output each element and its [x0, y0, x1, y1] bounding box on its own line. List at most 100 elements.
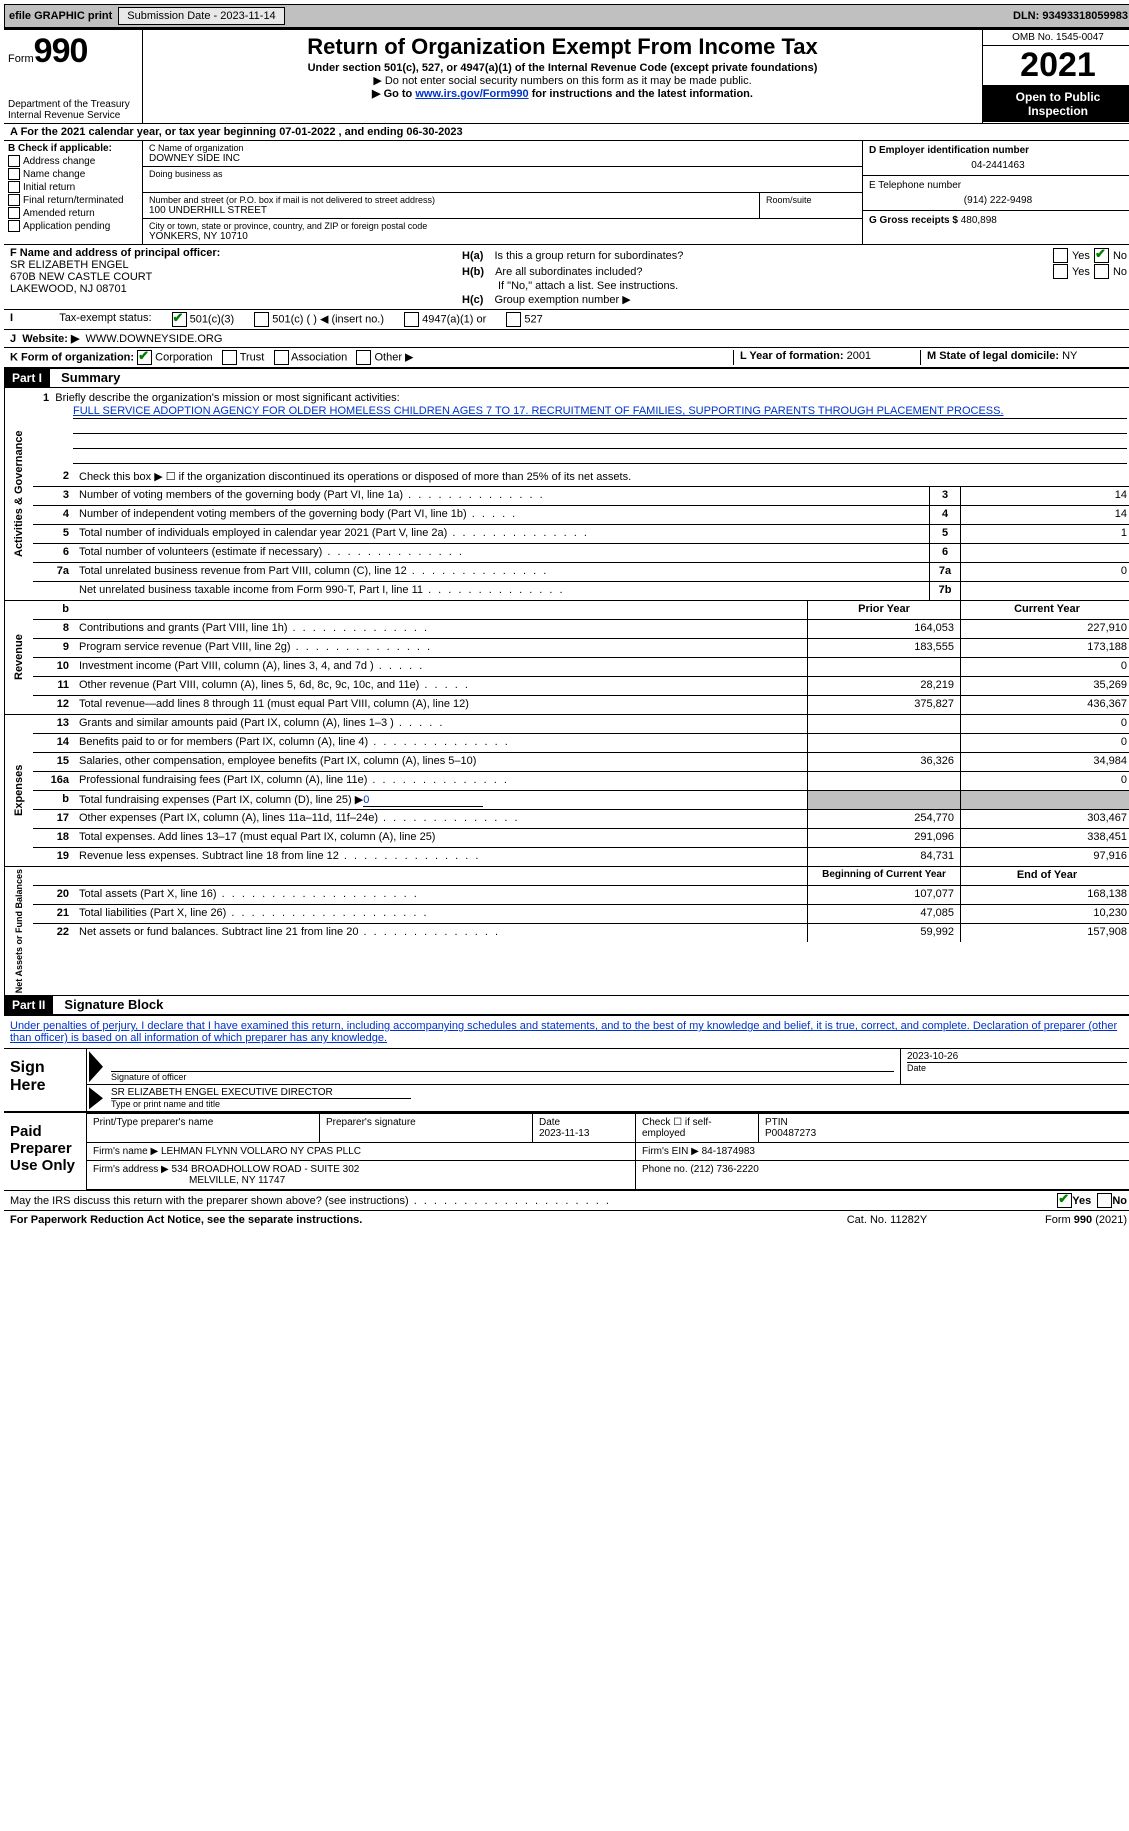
line-16b: Total fundraising expenses (Part IX, col… [75, 791, 807, 809]
c-name-value: DOWNEY SIDE INC [149, 153, 856, 164]
cb-amended-return[interactable] [8, 207, 20, 219]
p10 [807, 658, 960, 676]
sig-date-label: Date [907, 1062, 1127, 1073]
firm-addr1: 534 BROADHOLLOW ROAD - SUITE 302 [172, 1164, 360, 1175]
line-4: Number of independent voting members of … [75, 506, 929, 524]
line-16b-val[interactable]: 0 [363, 794, 483, 807]
e-phone-value: (914) 222-9498 [869, 191, 1127, 206]
c13: 0 [960, 715, 1129, 733]
c16a: 0 [960, 772, 1129, 790]
p19: 84,731 [807, 848, 960, 866]
cb-hb-no[interactable] [1094, 264, 1109, 279]
c12: 436,367 [960, 696, 1129, 714]
discuss-row: May the IRS discuss this return with the… [4, 1191, 1129, 1211]
cb-address-change[interactable] [8, 155, 20, 167]
prep-date: 2023-11-13 [539, 1128, 589, 1139]
e-phone-label: E Telephone number [869, 180, 1127, 191]
firm-addr2: MELVILLE, NY 11747 [93, 1175, 285, 1186]
line-15: Salaries, other compensation, employee b… [75, 753, 807, 771]
sign-here-label: Sign Here [4, 1049, 87, 1111]
mission-text: FULL SERVICE ADOPTION AGENCY FOR OLDER H… [73, 404, 1127, 419]
cb-ha-no[interactable] [1094, 248, 1109, 263]
submission-date-button[interactable]: Submission Date - 2023-11-14 [118, 7, 284, 25]
cb-initial-return[interactable] [8, 181, 20, 193]
footer-right: Form 990 (2021) [967, 1214, 1127, 1226]
cb-discuss-yes[interactable] [1057, 1193, 1072, 1208]
cb-501c[interactable] [254, 312, 269, 327]
c19: 97,916 [960, 848, 1129, 866]
cb-4947[interactable] [404, 312, 419, 327]
omb-number: OMB No. 1545-0047 [983, 30, 1129, 46]
ptin: P00487273 [765, 1128, 816, 1139]
val-7b [960, 582, 1129, 600]
c8: 227,910 [960, 620, 1129, 638]
cb-discuss-no[interactable] [1097, 1193, 1112, 1208]
section-activities-governance: Activities & Governance 1 Briefly descri… [4, 388, 1129, 601]
subtitle-3: ▶ Go to www.irs.gov/Form990 for instruct… [149, 87, 976, 100]
line-22: Net assets or fund balances. Subtract li… [75, 924, 807, 942]
val-7a: 0 [960, 563, 1129, 581]
p20: 107,077 [807, 886, 960, 904]
form-number: 990 [34, 32, 88, 70]
paid-preparer-label: Paid Preparer Use Only [4, 1113, 87, 1190]
footer: For Paperwork Reduction Act Notice, see … [4, 1211, 1129, 1229]
d-ein-label: D Employer identification number [869, 145, 1127, 156]
line-9: Program service revenue (Part VIII, line… [75, 639, 807, 657]
tax-year: 2021 [983, 46, 1129, 86]
c-room-label: Room/suite [766, 195, 856, 205]
p16a [807, 772, 960, 790]
g-receipts-value: 480,898 [961, 215, 997, 226]
cb-trust[interactable] [222, 350, 237, 365]
line-21: Total liabilities (Part X, line 26) [75, 905, 807, 923]
hc-label: Group exemption number ▶ [494, 293, 630, 306]
ha-label: Is this a group return for subordinates? [494, 250, 1049, 262]
cb-other[interactable] [356, 350, 371, 365]
arrow-icon [89, 1051, 103, 1082]
section-fh: F Name and address of principal officer:… [4, 245, 1129, 310]
c20: 168,138 [960, 886, 1129, 904]
form-label: Form [8, 53, 34, 65]
f-addr2: LAKEWOOD, NJ 08701 [10, 283, 450, 295]
c-street-value: 100 UNDERHILL STREET [149, 205, 753, 216]
signature-area: Under penalties of perjury, I declare th… [4, 1015, 1129, 1211]
vhead-activities: Activities & Governance [4, 388, 33, 600]
cb-501c3[interactable] [172, 312, 187, 327]
subtitle-2: ▶ Do not enter social security numbers o… [149, 74, 976, 87]
row-a-calendar-year: A For the 2021 calendar year, or tax yea… [4, 124, 1129, 141]
arrow-icon [89, 1087, 103, 1109]
line-13: Grants and similar amounts paid (Part IX… [75, 715, 807, 733]
c18: 338,451 [960, 829, 1129, 847]
cb-corporation[interactable] [137, 350, 152, 365]
cb-ha-yes[interactable] [1053, 248, 1068, 263]
c-street-label: Number and street (or P.O. box if mail i… [149, 195, 753, 205]
p12: 375,827 [807, 696, 960, 714]
line-14: Benefits paid to or for members (Part IX… [75, 734, 807, 752]
c15: 34,984 [960, 753, 1129, 771]
section-bcdeg: B Check if applicable: Address change Na… [4, 141, 1129, 245]
cb-application-pending[interactable] [8, 220, 20, 232]
cb-name-change[interactable] [8, 168, 20, 180]
cb-final-return[interactable] [8, 194, 20, 206]
dln-label: DLN: 93493318059983 [1013, 10, 1128, 22]
g-receipts-label: G Gross receipts $ [869, 215, 958, 226]
cb-527[interactable] [506, 312, 521, 327]
cb-hb-yes[interactable] [1053, 264, 1068, 279]
hb-note: If "No," attach a list. See instructions… [498, 280, 678, 292]
line-11: Other revenue (Part VIII, column (A), li… [75, 677, 807, 695]
footer-left: For Paperwork Reduction Act Notice, see … [10, 1214, 807, 1226]
l-year-value: 2001 [847, 350, 871, 362]
p17: 254,770 [807, 810, 960, 828]
p18: 291,096 [807, 829, 960, 847]
cb-association[interactable] [274, 350, 289, 365]
dept-label: Department of the Treasury [8, 99, 138, 110]
section-net-assets: Net Assets or Fund Balances Beginning of… [4, 867, 1129, 996]
c14: 0 [960, 734, 1129, 752]
hdr-current: Current Year [960, 601, 1129, 619]
p13 [807, 715, 960, 733]
line-19: Revenue less expenses. Subtract line 18 … [75, 848, 807, 866]
b-label: B Check if applicable: [8, 143, 138, 154]
val-4: 14 [960, 506, 1129, 524]
irs-link[interactable]: www.irs.gov/Form990 [415, 88, 528, 100]
firm-phone: (212) 736-2220 [690, 1164, 758, 1175]
efile-label: efile GRAPHIC print [9, 10, 112, 22]
